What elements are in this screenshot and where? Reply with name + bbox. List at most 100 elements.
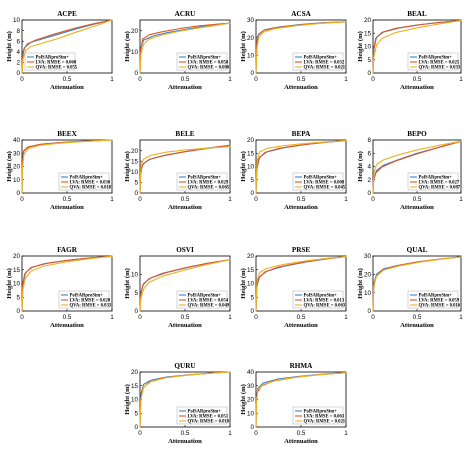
y-tick-label: 0	[16, 308, 20, 315]
x-tick-label: 1	[228, 76, 232, 83]
y-tick-label: 2	[16, 60, 20, 67]
panel-osvi: OSVI 0 5 10 0 0.5 1 Attenuation Height (m) PolSAR…	[124, 246, 232, 329]
x-axis-label: Attenuation	[400, 84, 434, 91]
legend-entry: PolSARproSim+	[188, 410, 222, 415]
legend-entry: QVA: RMSE = 0.087	[419, 186, 461, 191]
x-axis-label: Attenuation	[168, 438, 202, 445]
legend-entry: LVA: RMSE = 0.013	[304, 299, 345, 304]
legend-box	[176, 172, 228, 191]
y-tick-label: 0	[250, 70, 254, 77]
y-tick-label: 4	[367, 164, 371, 171]
legend-entry: QVA: RMSE = 0.016	[419, 304, 461, 309]
y-tick-label: 15	[13, 267, 21, 274]
legend-entry: QVA: RMSE = 0.018	[70, 186, 112, 191]
legend-box	[24, 52, 76, 71]
x-axis-label: Attenuation	[284, 84, 318, 91]
y-tick-label: 6	[367, 150, 371, 157]
y-tick-label: 0	[134, 190, 138, 197]
legend-entry: PolSARproSim+	[304, 410, 338, 415]
legend-entry: QVA: RMSE = 0.063	[304, 304, 346, 309]
y-tick-label: 10	[247, 53, 255, 60]
x-tick-label: 1	[344, 76, 348, 83]
y-axis-label: Height (m)	[357, 151, 364, 182]
series-line-3	[21, 139, 113, 194]
y-tick-label: 5	[134, 290, 138, 297]
legend-entry: LVA: RMSE = 0.059	[419, 299, 460, 304]
x-tick-label: 0	[254, 430, 258, 437]
y-tick-label: 0	[250, 308, 254, 315]
panel-beal: BEAL 0 5 10 15 20 0 0.5 1 Attenuation Height (m) Po…	[357, 10, 463, 91]
panel-title: QUAL	[407, 246, 428, 254]
y-tick-label: 20	[131, 369, 139, 376]
y-axis-label: Height (m)	[124, 268, 131, 299]
panel-title: FAGR	[57, 246, 78, 254]
y-tick-label: 20	[364, 17, 372, 24]
panel-bele: BELE 0 5 10 15 20 0 0.5 1 Attenuation Height (m) Po…	[124, 130, 232, 211]
legend-box	[176, 406, 228, 425]
y-tick-label: 10	[131, 169, 139, 176]
panel-title: RHMA	[290, 362, 314, 370]
x-axis-label: Attenuation	[284, 322, 318, 329]
legend-box	[292, 290, 344, 309]
legend-entry: PolSARproSim+	[188, 294, 222, 299]
x-tick-label: 0	[371, 314, 375, 321]
panel-title: BEEX	[57, 130, 77, 138]
series-line-3	[21, 19, 113, 74]
y-tick-label: 30	[247, 17, 255, 24]
y-tick-label: 0	[16, 70, 20, 77]
x-axis-label: Attenuation	[400, 204, 434, 211]
y-tick-label: 20	[13, 253, 21, 260]
y-axis-label: Height (m)	[124, 151, 131, 182]
x-tick-label: 0	[138, 430, 142, 437]
legend-entry: QVA: RMSE = 0.021	[304, 66, 346, 71]
series-line-3	[255, 372, 347, 428]
x-tick-label: 0.5	[297, 430, 306, 437]
y-tick-label: 5	[134, 180, 138, 187]
y-tick-label: 15	[131, 383, 139, 390]
legend-entry: PolSARproSim+	[419, 176, 453, 181]
y-tick-label: 6	[16, 38, 20, 45]
legend-entry: QVA: RMSE = 0.045	[304, 186, 346, 191]
y-tick-label: 10	[13, 177, 21, 184]
panel-bepo: BEPO 0 2 4 6 8 0 0.5 1 Attenuation Height (m) PolSA…	[357, 130, 463, 211]
x-tick-label: 1	[110, 76, 114, 83]
y-axis-label: Height (m)	[6, 31, 13, 62]
legend-entry: PolSARproSim+	[70, 176, 104, 181]
legend-box	[58, 172, 110, 191]
panel-prse: PRSE 0 5 10 15 20 0 0.5 1 Attenuation Height (m) Po…	[240, 246, 348, 329]
y-axis-label: Height (m)	[240, 384, 247, 415]
panel-fagr: FAGR 0 5 10 15 20 0 0.5 1 Attenuation Height (m) Po…	[6, 246, 114, 329]
x-tick-label: 0	[138, 314, 142, 321]
legend-entry: LVA: RMSE = 0.030	[70, 181, 111, 186]
legend-entry: QVA: RMSE = 0.055	[36, 66, 78, 71]
x-tick-label: 1	[459, 314, 463, 321]
y-tick-label: 5	[367, 57, 371, 64]
x-tick-label: 1	[110, 314, 114, 321]
legend-entry: LVA: RMSE = 0.054	[188, 299, 229, 304]
x-tick-label: 1	[344, 314, 348, 321]
legend-entry: QVA: RMSE = 0.033	[419, 66, 461, 71]
panel-title: BELE	[175, 130, 194, 138]
legend-entry: QVA: RMSE = 0.033	[70, 304, 112, 309]
legend-entry: PolSARproSim+	[188, 56, 222, 61]
y-tick-label: 10	[13, 281, 21, 288]
y-tick-label: 5	[16, 294, 20, 301]
y-tick-label: 0	[250, 424, 254, 431]
y-tick-label: 5	[250, 177, 254, 184]
legend-entry: PolSARproSim+	[419, 56, 453, 61]
y-tick-label: 4	[16, 49, 20, 56]
y-tick-label: 30	[13, 150, 21, 157]
y-tick-label: 20	[247, 137, 255, 144]
y-tick-label: 20	[247, 397, 255, 404]
legend-entry: LVA: RMSE = 0.060	[36, 61, 77, 66]
x-axis-label: Attenuation	[50, 322, 84, 329]
y-tick-label: 0	[367, 308, 371, 315]
x-axis-label: Attenuation	[168, 204, 202, 211]
legend-box	[407, 172, 459, 191]
